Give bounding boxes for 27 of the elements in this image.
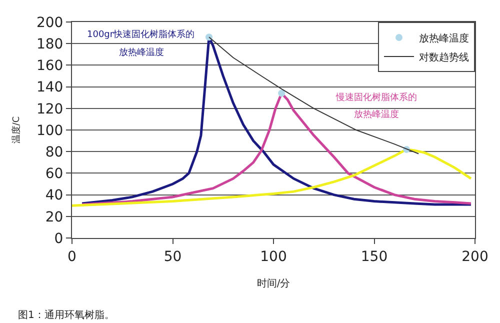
legend-label: 放热峰温度 [419, 32, 469, 44]
y-tick-label: 80 [45, 144, 64, 160]
annotation: 放热峰温度 [354, 109, 399, 120]
y-tick-label: 180 [36, 36, 64, 52]
x-tick-label: 100 [260, 248, 287, 265]
x-tick-label: 150 [360, 248, 388, 265]
y-tick-label: 160 [36, 58, 64, 74]
x-axis-title: 时间/分 [256, 277, 290, 290]
annotation: 100gr快速固化树脂体系的 [87, 29, 195, 40]
annotation: 放热峰温度 [119, 47, 164, 58]
caption: 图1：通用环氧树脂。 [18, 309, 114, 321]
y-tick-label: 0 [54, 230, 64, 247]
y-tick-label: 60 [45, 166, 64, 182]
point [206, 34, 213, 41]
x-tick-label: 50 [164, 248, 182, 265]
y-tick-label: 100 [36, 122, 64, 139]
x-tick-label: 0 [68, 248, 76, 265]
legend-label: 对数趋势线 [419, 51, 469, 64]
y-tick-label: 140 [36, 80, 64, 96]
annotation: 慢速固化树脂体系的 [335, 92, 417, 103]
y-tick-label: 40 [45, 188, 64, 204]
y-axis-title: 温度/C [10, 116, 22, 144]
point [278, 90, 286, 97]
y-tick-label: 200 [36, 14, 64, 31]
x-tick-label: 200 [462, 248, 488, 265]
y-tick-label: 20 [45, 209, 64, 226]
y-tick-label: 120 [36, 101, 64, 118]
